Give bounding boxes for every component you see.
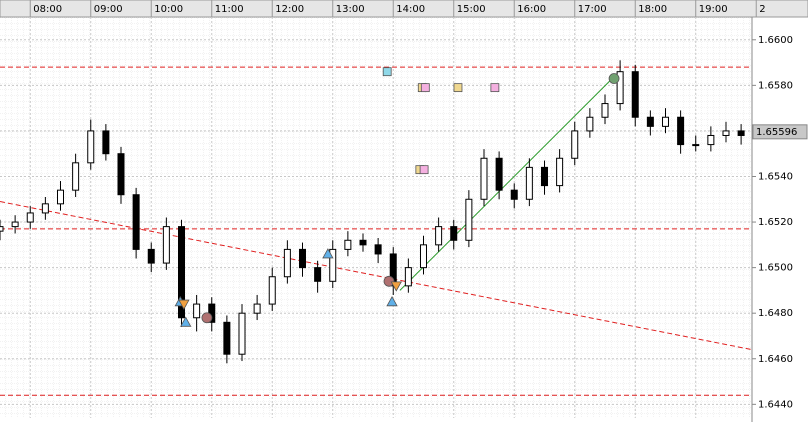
candle-body — [435, 226, 443, 246]
candle-body — [283, 248, 291, 278]
candle-body — [707, 134, 715, 146]
x-tick-label: 12:00 — [275, 4, 304, 15]
x-tick-label: 13:00 — [336, 4, 365, 15]
candle-body — [56, 189, 64, 205]
marker-triangle — [180, 316, 192, 327]
candle-body — [193, 303, 201, 319]
marker-triangle — [178, 299, 190, 310]
candle-body — [329, 248, 337, 282]
y-tick-label: 1.6500 — [758, 263, 793, 274]
candle-body — [162, 226, 170, 264]
candle-body — [737, 130, 745, 136]
x-tick-label: 18:00 — [638, 4, 667, 15]
candle-body — [87, 130, 95, 164]
candle-body — [692, 144, 700, 147]
candle-body — [631, 71, 639, 118]
y-tick-label: 1.6580 — [758, 80, 793, 91]
candle-body — [525, 166, 533, 200]
x-tick-label: 2 — [759, 4, 765, 15]
marker-triangle — [322, 248, 334, 259]
candle-body — [223, 321, 231, 355]
candle-body — [253, 303, 261, 314]
candle-body — [298, 248, 306, 269]
candle-body — [556, 157, 564, 187]
marker-triangle — [390, 281, 402, 292]
candle-body — [177, 226, 185, 319]
x-tick-label: 14:00 — [396, 4, 425, 15]
candle-body — [268, 276, 276, 305]
x-tick-label: 08:00 — [33, 4, 62, 15]
x-tick-label: 09:00 — [94, 4, 123, 15]
candle-body — [117, 153, 125, 196]
candle-body — [419, 244, 427, 269]
candle-body — [586, 116, 594, 132]
candle-body — [132, 194, 140, 250]
marker-square — [490, 83, 500, 93]
candle-body — [465, 198, 473, 241]
candle-body — [661, 116, 669, 127]
y-tick-label: 1.6540 — [758, 171, 793, 182]
marker-square — [453, 83, 463, 93]
x-tick-label: 15:00 — [457, 4, 486, 15]
candle-body — [11, 221, 19, 228]
x-tick-label: 11:00 — [215, 4, 244, 15]
candle-body — [601, 103, 609, 118]
candle-body — [102, 130, 110, 155]
marker-circle — [201, 312, 213, 324]
marker-circle — [383, 275, 395, 287]
axes: 1.6440 1.6460 1.6480 1.6500 1.6520 1.6540 1.65… — [29, 0, 808, 410]
x-tick-label: 17:00 — [578, 4, 607, 15]
y-tick-label: 1.6440 — [758, 399, 793, 410]
candle-body — [722, 130, 730, 136]
candle-body — [344, 239, 352, 250]
candle-body — [677, 116, 685, 146]
current-price-box — [752, 124, 808, 140]
marker-square — [419, 165, 429, 175]
candle-body — [238, 312, 246, 355]
marker-square — [420, 83, 430, 93]
candle-body — [314, 267, 322, 282]
y-tick-label: 1.6460 — [758, 354, 793, 365]
candle-body — [646, 116, 654, 127]
trend-line — [399, 78, 613, 291]
candle-body — [495, 157, 503, 191]
plot — [0, 17, 752, 418]
candle-body — [616, 71, 624, 105]
candle-body — [374, 244, 382, 255]
y-tick-label: 1.6520 — [758, 217, 793, 228]
candle-body — [0, 226, 4, 232]
candle-body — [26, 212, 34, 223]
candle-body — [540, 166, 548, 187]
x-tick-label: 19:00 — [699, 4, 728, 15]
y-tick-label: 1.6600 — [758, 35, 793, 46]
y-tick-label: 1.6480 — [758, 308, 793, 319]
candle-body — [41, 203, 49, 214]
plot-area — [0, 17, 752, 418]
x-tick-label: 16:00 — [517, 4, 546, 15]
candle-body — [480, 157, 488, 200]
marker-circle — [608, 73, 620, 84]
candle-body — [72, 162, 80, 191]
candle-body — [450, 226, 458, 241]
candle-body — [359, 239, 367, 246]
candle-body — [510, 189, 518, 200]
candle-body — [571, 130, 579, 159]
time-bar — [0, 0, 808, 18]
marker-square — [382, 67, 392, 77]
marker-triangle — [386, 295, 398, 307]
candle-body — [147, 248, 155, 264]
current-price-label: 1.65596 — [756, 127, 797, 138]
candle-body — [404, 267, 412, 287]
x-tick-label: 10:00 — [154, 4, 183, 15]
